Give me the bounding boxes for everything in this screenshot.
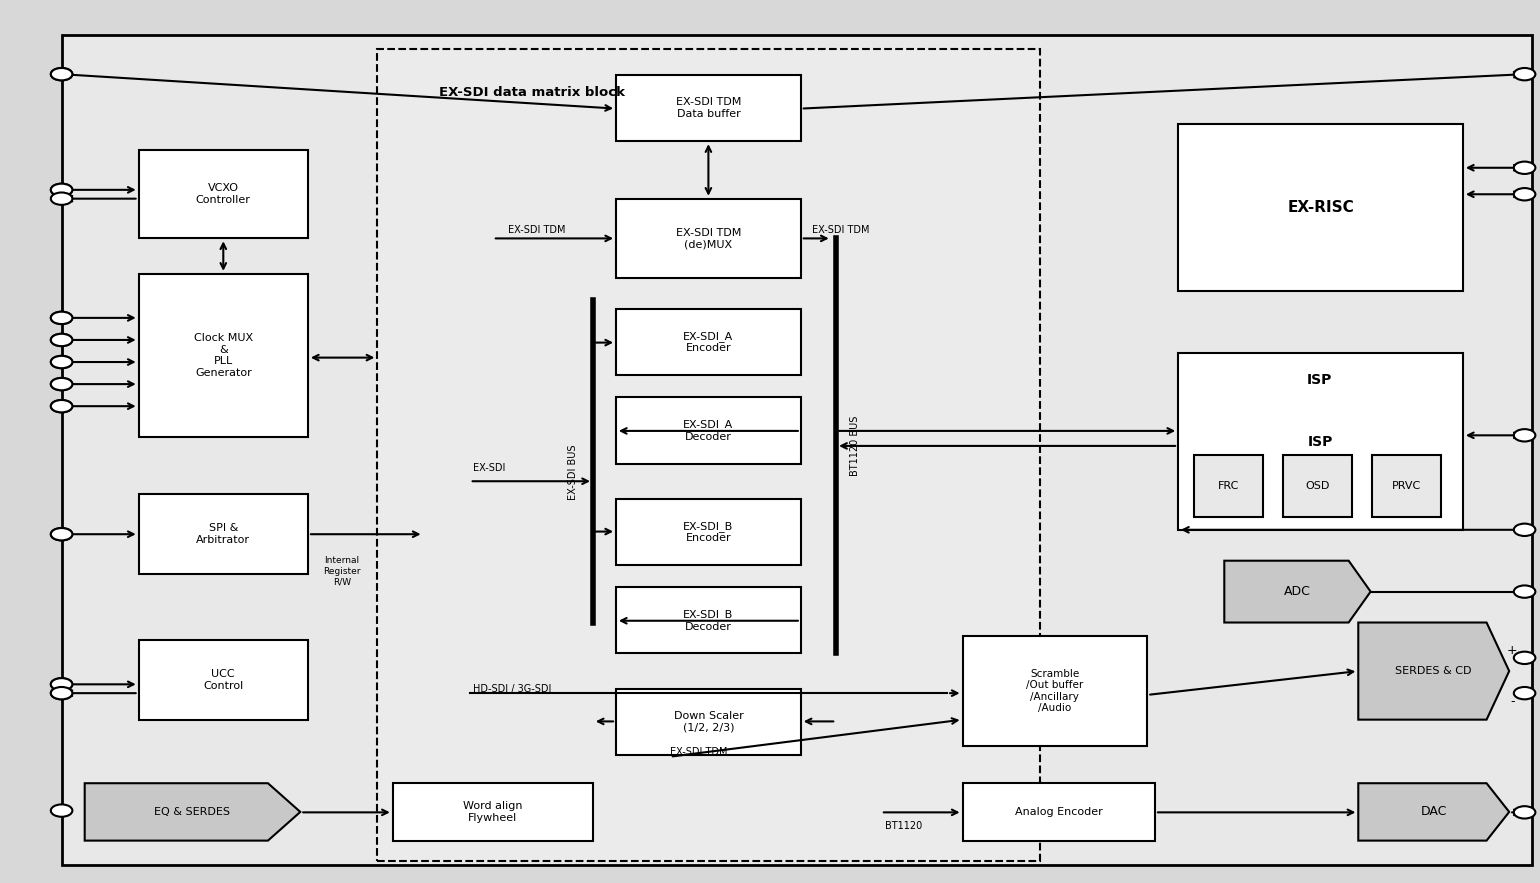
Text: EQ & SERDES: EQ & SERDES bbox=[154, 807, 231, 817]
Circle shape bbox=[1514, 429, 1535, 442]
FancyBboxPatch shape bbox=[1178, 353, 1463, 530]
Text: EX-SDI TDM: EX-SDI TDM bbox=[812, 224, 869, 235]
Text: EX-SDI TDM: EX-SDI TDM bbox=[670, 747, 727, 758]
Circle shape bbox=[51, 687, 72, 699]
Circle shape bbox=[1514, 652, 1535, 664]
Circle shape bbox=[1514, 68, 1535, 80]
FancyBboxPatch shape bbox=[616, 199, 801, 278]
Circle shape bbox=[51, 687, 72, 699]
Text: EX-SDI_A
Encoder: EX-SDI_A Encoder bbox=[684, 331, 733, 353]
Text: Word align
Flywheel: Word align Flywheel bbox=[464, 801, 522, 823]
Text: OSD: OSD bbox=[1306, 480, 1329, 491]
FancyBboxPatch shape bbox=[616, 499, 801, 565]
Text: +: + bbox=[1508, 645, 1517, 657]
Text: BT1120 BUS: BT1120 BUS bbox=[850, 416, 859, 476]
Text: Scramble
/Out buffer
/Ancillary
/Audio: Scramble /Out buffer /Ancillary /Audio bbox=[1026, 668, 1084, 713]
Circle shape bbox=[51, 528, 72, 540]
Text: EX-SDI_A
Decoder: EX-SDI_A Decoder bbox=[684, 419, 733, 442]
Circle shape bbox=[51, 312, 72, 324]
Polygon shape bbox=[1358, 783, 1509, 841]
Text: PRVC: PRVC bbox=[1392, 480, 1421, 491]
Polygon shape bbox=[85, 783, 300, 841]
Circle shape bbox=[51, 804, 72, 817]
Text: ISP: ISP bbox=[1307, 373, 1332, 387]
FancyBboxPatch shape bbox=[377, 49, 1040, 861]
FancyBboxPatch shape bbox=[616, 397, 801, 464]
Circle shape bbox=[1514, 806, 1535, 819]
Text: Analog Encoder: Analog Encoder bbox=[1015, 807, 1103, 817]
FancyBboxPatch shape bbox=[1194, 455, 1263, 517]
Circle shape bbox=[1514, 524, 1535, 536]
Text: FRC: FRC bbox=[1218, 480, 1238, 491]
Circle shape bbox=[1514, 162, 1535, 174]
FancyBboxPatch shape bbox=[62, 35, 1532, 865]
FancyBboxPatch shape bbox=[393, 783, 593, 841]
Circle shape bbox=[51, 68, 72, 80]
Circle shape bbox=[51, 678, 72, 691]
Circle shape bbox=[51, 400, 72, 412]
Circle shape bbox=[51, 356, 72, 368]
Text: EX-SDI data matrix block: EX-SDI data matrix block bbox=[439, 87, 625, 99]
Text: -: - bbox=[1511, 696, 1514, 708]
FancyBboxPatch shape bbox=[139, 640, 308, 720]
Circle shape bbox=[51, 334, 72, 346]
Text: EX-SDI_B
Decoder: EX-SDI_B Decoder bbox=[684, 609, 733, 631]
Polygon shape bbox=[1224, 561, 1371, 623]
Circle shape bbox=[51, 356, 72, 368]
Circle shape bbox=[1514, 188, 1535, 200]
Text: Internal
Register
R/W: Internal Register R/W bbox=[323, 556, 360, 586]
Text: EX-SDI: EX-SDI bbox=[473, 463, 505, 473]
Circle shape bbox=[51, 184, 72, 196]
Circle shape bbox=[51, 312, 72, 324]
Circle shape bbox=[1514, 585, 1535, 598]
Circle shape bbox=[51, 378, 72, 390]
Text: SERDES & CD: SERDES & CD bbox=[1395, 666, 1472, 676]
Text: HD-SDI / 3G-SDI: HD-SDI / 3G-SDI bbox=[473, 683, 551, 694]
FancyBboxPatch shape bbox=[139, 274, 308, 437]
FancyBboxPatch shape bbox=[1283, 455, 1352, 517]
Text: VCXO
Controller: VCXO Controller bbox=[196, 184, 251, 205]
Circle shape bbox=[51, 528, 72, 540]
Text: SPI &
Arbitrator: SPI & Arbitrator bbox=[196, 524, 251, 545]
Text: ISP: ISP bbox=[1307, 434, 1334, 449]
FancyBboxPatch shape bbox=[1178, 124, 1463, 291]
Text: Clock MUX
&
PLL
Generator: Clock MUX & PLL Generator bbox=[194, 333, 253, 378]
FancyBboxPatch shape bbox=[616, 75, 801, 141]
Text: EX-SDI_B
Encoder: EX-SDI_B Encoder bbox=[684, 521, 733, 543]
Text: EX-SDI TDM
Data buffer: EX-SDI TDM Data buffer bbox=[676, 97, 741, 119]
FancyBboxPatch shape bbox=[616, 309, 801, 375]
FancyBboxPatch shape bbox=[139, 494, 308, 574]
FancyBboxPatch shape bbox=[1372, 455, 1441, 517]
FancyBboxPatch shape bbox=[139, 150, 308, 238]
Circle shape bbox=[51, 378, 72, 390]
Text: BT1120: BT1120 bbox=[885, 820, 922, 831]
Text: Down Scaler
(1/2, 2/3): Down Scaler (1/2, 2/3) bbox=[673, 711, 744, 733]
Text: DAC: DAC bbox=[1420, 805, 1448, 819]
Text: ADC: ADC bbox=[1284, 585, 1311, 598]
FancyBboxPatch shape bbox=[616, 689, 801, 755]
Circle shape bbox=[1514, 687, 1535, 699]
Polygon shape bbox=[1358, 623, 1509, 720]
Circle shape bbox=[51, 68, 72, 80]
Circle shape bbox=[51, 334, 72, 346]
Circle shape bbox=[51, 184, 72, 196]
Text: EX-SDI BUS: EX-SDI BUS bbox=[568, 445, 578, 500]
FancyBboxPatch shape bbox=[962, 636, 1147, 746]
Text: EX-SDI TDM: EX-SDI TDM bbox=[508, 224, 565, 235]
FancyBboxPatch shape bbox=[962, 783, 1155, 841]
Circle shape bbox=[51, 192, 72, 205]
FancyBboxPatch shape bbox=[616, 587, 801, 653]
Text: EX-RISC: EX-RISC bbox=[1287, 200, 1354, 215]
Text: UCC
Control: UCC Control bbox=[203, 669, 243, 691]
Text: EX-SDI TDM
(de)MUX: EX-SDI TDM (de)MUX bbox=[676, 228, 741, 249]
Circle shape bbox=[51, 678, 72, 691]
Circle shape bbox=[51, 400, 72, 412]
